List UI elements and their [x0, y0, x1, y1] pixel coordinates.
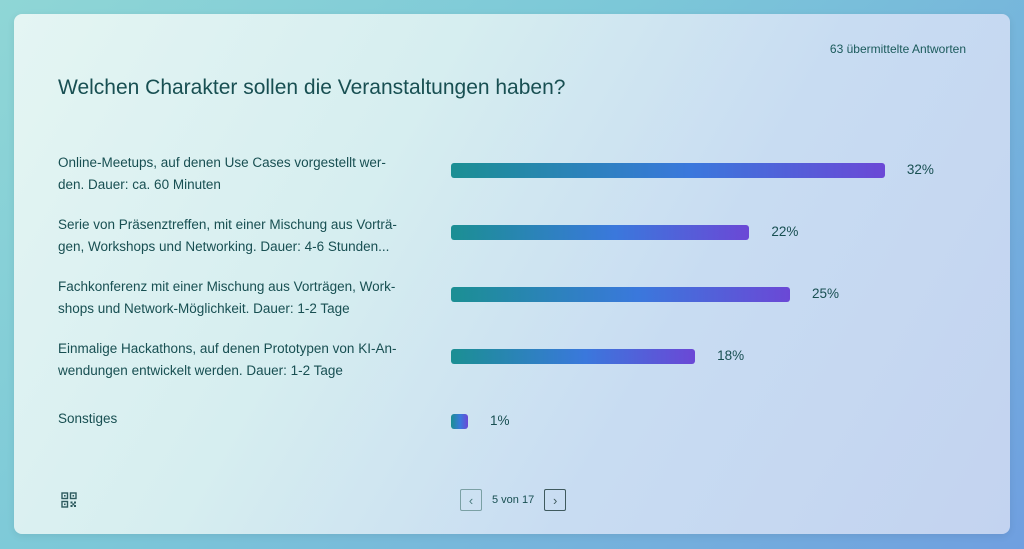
option-label-line: wendungen entwickelt werden. Dauer: 1-2 … [58, 363, 343, 378]
option-label: Serie von Präsenztreffen, mit einer Misc… [58, 214, 428, 258]
option-label-line: Serie von Präsenztreffen, mit einer Misc… [58, 217, 397, 232]
option-label: Sonstiges [58, 408, 428, 430]
option-label-line: Fachkonferenz mit einer Mischung aus Vor… [58, 279, 396, 294]
option-label-line: den. Dauer: ca. 60 Minuten [58, 177, 221, 192]
chevron-right-icon: › [553, 492, 558, 508]
result-percent: 1% [490, 413, 510, 428]
result-bar [451, 349, 696, 364]
result-percent: 18% [717, 348, 745, 363]
option-label-line: Einmalige Hackathons, auf denen Prototyp… [58, 341, 397, 356]
pagination: ‹ 5 von 17 › [460, 489, 567, 511]
option-label-line: shops und Network-Möglichkeit. Dauer: 1-… [58, 301, 350, 316]
result-percent: 25% [812, 286, 840, 301]
option-label: Fachkonferenz mit einer Mischung aus Vor… [58, 276, 428, 320]
result-bar [451, 414, 468, 429]
poll-results-card: 63 übermittelte Antworten Welchen Charak… [14, 14, 1010, 534]
result-bar [451, 225, 750, 240]
qr-code-icon[interactable] [61, 492, 77, 508]
response-count: 63 übermittelte Antworten [829, 42, 966, 56]
previous-page-button[interactable]: ‹ [460, 489, 482, 511]
result-percent: 22% [771, 224, 799, 239]
result-bar [451, 287, 790, 302]
chevron-left-icon: ‹ [468, 492, 474, 508]
result-bar [451, 163, 885, 178]
result-percent: 32% [906, 162, 934, 177]
option-label-line: gen, Workshops und Networking. Dauer: 4-… [58, 239, 390, 254]
question-title: Welchen Charakter sollen die Veranstaltu… [58, 76, 566, 99]
option-label-line: Sonstiges [58, 411, 118, 426]
option-label: Online-Meetups, auf denen Use Cases vorg… [58, 152, 428, 196]
option-label: Einmalige Hackathons, auf denen Prototyp… [58, 338, 428, 382]
option-label-line: Online-Meetups, auf denen Use Cases vorg… [58, 155, 386, 170]
page-indicator: 5 von 17 [492, 494, 535, 506]
next-page-button[interactable]: › [544, 489, 567, 511]
